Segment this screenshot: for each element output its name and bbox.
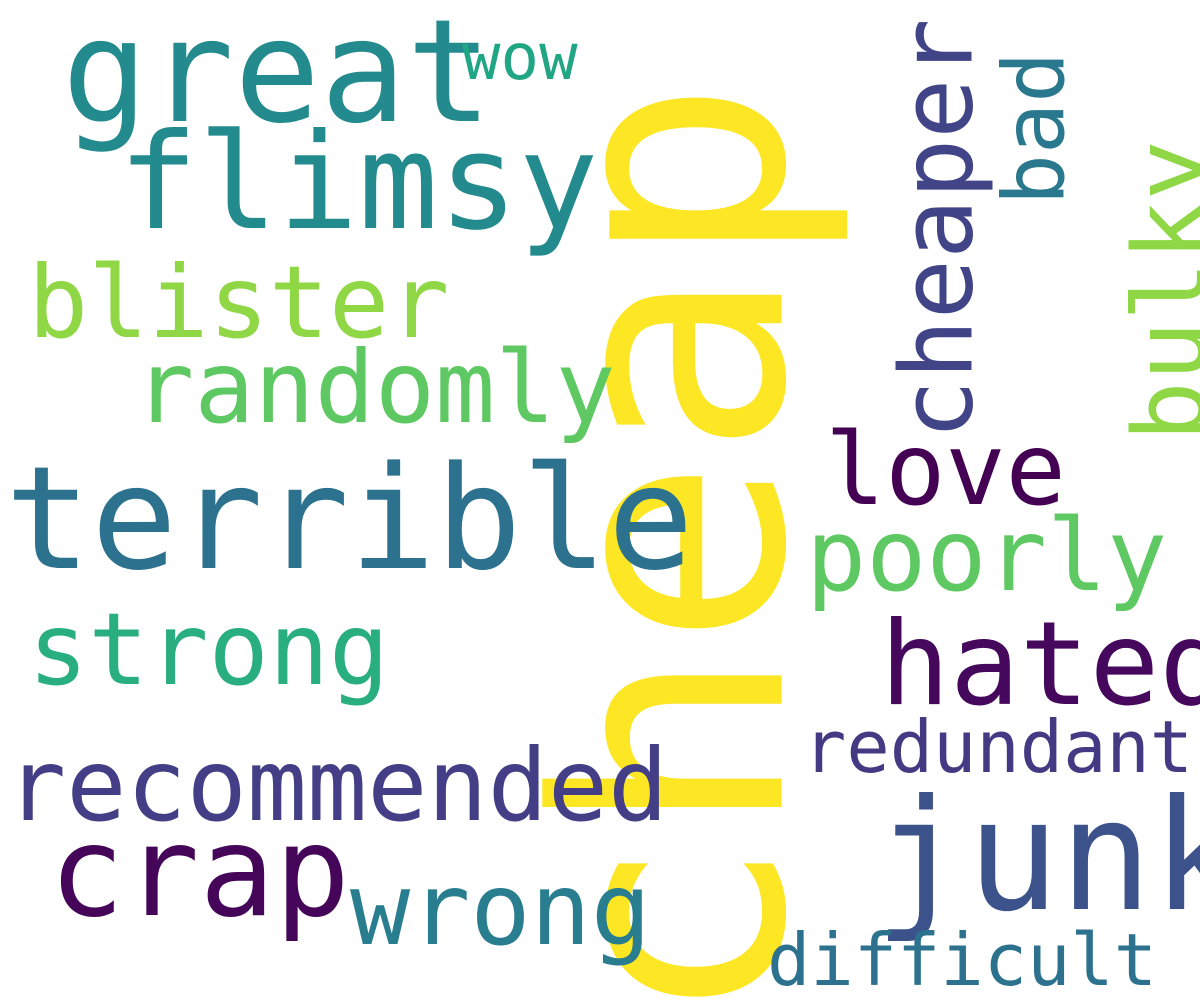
word-wrong: wrong — [350, 851, 652, 968]
word-junk: junk — [874, 767, 1200, 946]
word-great: great — [62, 0, 493, 155]
word-crap: crap — [49, 800, 351, 945]
word-wow: wow — [462, 21, 578, 95]
word-terrible: terrible — [5, 435, 694, 602]
word-poorly: poorly — [806, 497, 1168, 614]
word-cheaper: cheaper — [878, 18, 996, 440]
word-bad: bad — [985, 51, 1085, 206]
word-flimsy: flimsy — [118, 106, 599, 260]
word-randomly: randomly — [134, 329, 616, 446]
word-bulky: bulky — [1111, 140, 1200, 442]
word-hated: hated — [880, 597, 1200, 732]
word-recommended: recommended — [6, 727, 669, 844]
word-difficult: difficult — [767, 918, 1158, 1000]
word-redundant: redundant — [803, 705, 1194, 789]
word-love: love — [825, 411, 1066, 528]
word-blister: blister — [28, 244, 450, 361]
word-strong: strong — [28, 591, 390, 708]
